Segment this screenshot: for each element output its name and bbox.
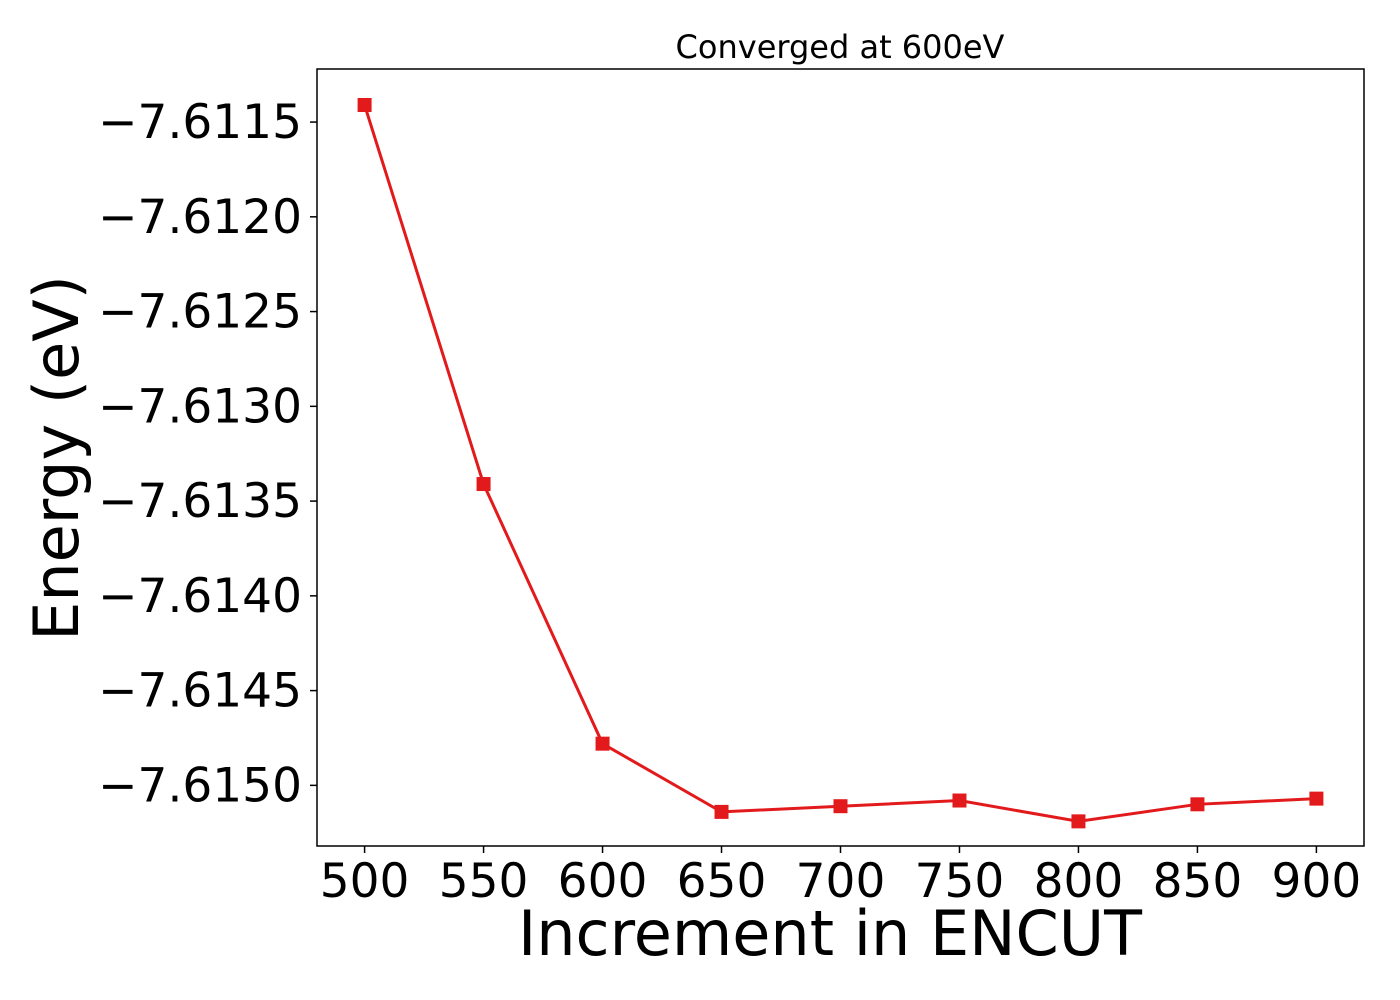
x-tick-label: 550 [439,854,529,909]
x-tick-label: 900 [1272,854,1362,909]
y-tick-label: −7.6120 [98,190,302,245]
y-tick-label: −7.6115 [98,95,302,150]
data-point-marker [1071,814,1086,829]
series-line [363,104,1317,823]
y-tick-label: −7.6135 [98,474,302,529]
data-point-marker [1190,797,1205,812]
data-point-marker [1309,791,1324,806]
y-tick-label: −7.6150 [98,758,302,813]
data-point-marker [595,736,610,751]
chart-title: Converged at 600eV [676,28,1005,66]
y-axis-label: Energy (eV) [20,275,93,641]
series-markers [357,98,1324,829]
y-tick-label: −7.6130 [98,379,302,434]
x-tick-label: 650 [677,854,767,909]
y-tick-label: −7.6125 [98,285,302,340]
x-tick-label: 800 [1034,854,1124,909]
y-tick-label: −7.6145 [98,664,302,719]
x-tick-label: 600 [558,854,648,909]
data-point-marker [714,804,729,819]
data-point-marker [833,799,848,814]
y-axis: −7.6115 −7.6120 −7.6125 −7.6130 −7.6135 −7.61… [98,95,317,813]
x-tick-label: 500 [320,854,410,909]
x-tick-label: 700 [796,854,886,909]
data-point-marker [357,98,372,113]
x-tick-label: 750 [915,854,1005,909]
x-tick-label: 850 [1153,854,1243,909]
data-point-marker [476,477,491,492]
x-axis: 500 550 600 650 700 750 800 850 900 [320,846,1362,909]
y-tick-label: −7.6140 [98,569,302,624]
x-axis-label: Increment in ENCUT [518,897,1143,970]
data-point-marker [952,793,967,808]
